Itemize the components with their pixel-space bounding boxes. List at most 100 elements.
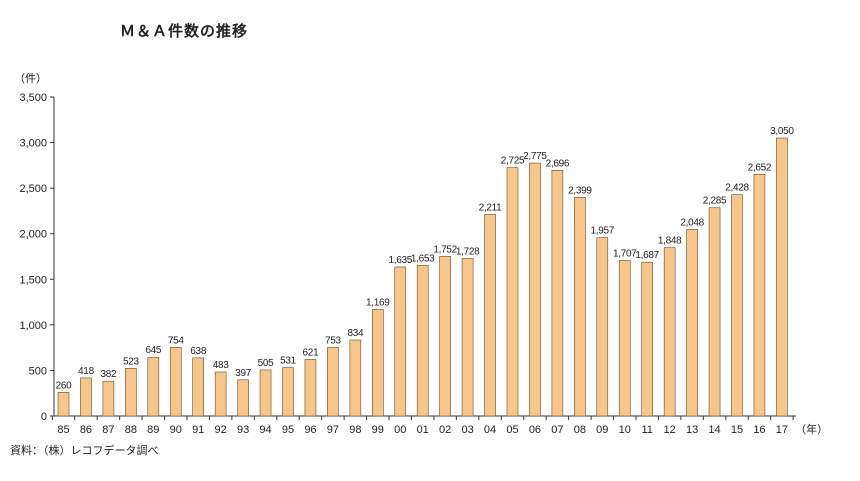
data-label-99: 1,169 bbox=[366, 297, 390, 308]
y-tick-label: 2,500 bbox=[19, 183, 47, 195]
data-label-97: 753 bbox=[325, 335, 342, 346]
x-tick-label-86: 86 bbox=[80, 424, 92, 436]
x-tick-label-91: 91 bbox=[192, 424, 204, 436]
data-label-12: 1,848 bbox=[658, 236, 682, 247]
data-label-93: 397 bbox=[235, 368, 252, 379]
data-label-02: 1,752 bbox=[433, 244, 457, 255]
data-label-96: 621 bbox=[303, 347, 320, 358]
bar-15 bbox=[731, 194, 743, 417]
y-tick-label: 500 bbox=[29, 365, 47, 377]
x-tick-label-85: 85 bbox=[57, 424, 69, 436]
data-label-09: 1,957 bbox=[591, 226, 615, 237]
x-tick-label-95: 95 bbox=[282, 424, 294, 436]
x-tick-label-04: 04 bbox=[484, 424, 496, 436]
bar-03 bbox=[461, 258, 474, 417]
data-label-14: 2,285 bbox=[703, 196, 727, 207]
bar-96 bbox=[304, 359, 317, 417]
data-label-89: 645 bbox=[145, 345, 162, 356]
y-axis-unit-label: （件） bbox=[14, 72, 47, 85]
bar-01 bbox=[416, 265, 429, 417]
x-tick-label-90: 90 bbox=[170, 424, 182, 436]
data-label-90: 754 bbox=[168, 335, 185, 346]
bar-08 bbox=[574, 197, 586, 417]
data-label-16: 2,652 bbox=[748, 162, 772, 173]
bar-14 bbox=[708, 207, 721, 417]
x-tick-label-06: 06 bbox=[529, 424, 541, 436]
x-tick-label-99: 99 bbox=[372, 424, 384, 436]
data-label-01: 1,653 bbox=[411, 253, 435, 264]
x-tick-label-88: 88 bbox=[125, 424, 137, 436]
x-tick-label-89: 89 bbox=[147, 424, 159, 436]
data-label-13: 2,048 bbox=[680, 217, 704, 228]
bar-05 bbox=[506, 167, 519, 417]
x-tick-label-02: 02 bbox=[439, 424, 451, 436]
data-label-05: 2,725 bbox=[501, 156, 525, 167]
bar-98 bbox=[349, 339, 362, 417]
bar-12 bbox=[663, 247, 676, 417]
data-label-86: 418 bbox=[78, 366, 95, 377]
y-tick-label: 1,000 bbox=[19, 320, 47, 332]
x-tick-label-11: 11 bbox=[641, 424, 652, 436]
data-label-15: 2,428 bbox=[725, 183, 749, 194]
x-tick-label-87: 87 bbox=[102, 424, 114, 436]
bar-89 bbox=[147, 356, 160, 417]
x-tick-label-12: 12 bbox=[664, 424, 676, 436]
bar-95 bbox=[282, 367, 294, 417]
x-tick-label-15: 15 bbox=[731, 424, 743, 436]
bar-97 bbox=[327, 347, 339, 417]
bar-10 bbox=[618, 260, 631, 417]
y-tick-label: 3,500 bbox=[19, 92, 47, 104]
bar-17 bbox=[776, 137, 788, 417]
bar-11 bbox=[641, 261, 654, 417]
data-label-11: 1,687 bbox=[635, 250, 659, 261]
y-tick-label: 3,000 bbox=[19, 138, 47, 150]
data-label-98: 834 bbox=[347, 328, 364, 339]
data-label-03: 1,728 bbox=[456, 247, 480, 258]
bar-88 bbox=[125, 368, 137, 417]
y-tick-label: 2,000 bbox=[19, 229, 47, 241]
bar-90 bbox=[169, 346, 182, 417]
data-label-85: 260 bbox=[56, 380, 73, 391]
data-label-17: 3,050 bbox=[770, 126, 794, 137]
data-label-08: 2,399 bbox=[568, 185, 592, 196]
data-label-00: 1,635 bbox=[388, 255, 412, 266]
bar-85 bbox=[57, 392, 70, 417]
data-label-07: 2,696 bbox=[546, 158, 570, 169]
bar-86 bbox=[80, 377, 92, 417]
bar-13 bbox=[686, 229, 698, 417]
data-label-94: 505 bbox=[258, 358, 275, 369]
x-axis-unit-label: （年） bbox=[795, 422, 828, 436]
bar-07 bbox=[551, 169, 564, 417]
x-tick-label-07: 07 bbox=[551, 424, 563, 436]
bar-09 bbox=[596, 237, 609, 417]
bar-16 bbox=[753, 173, 766, 417]
x-tick-label-94: 94 bbox=[259, 424, 271, 436]
data-label-91: 638 bbox=[190, 346, 207, 357]
x-tick-label-00: 00 bbox=[394, 424, 406, 436]
bar-99 bbox=[371, 309, 384, 417]
x-tick-label-05: 05 bbox=[506, 424, 518, 436]
chart-title: Ｍ＆Ａ件数の推移 bbox=[120, 22, 249, 40]
data-label-92: 483 bbox=[213, 360, 230, 371]
data-label-10: 1,707 bbox=[613, 248, 637, 259]
bar-93 bbox=[237, 379, 249, 417]
y-tick-label: 1,500 bbox=[19, 274, 47, 286]
x-tick-label-96: 96 bbox=[304, 424, 316, 436]
x-tick-label-98: 98 bbox=[349, 424, 361, 436]
bar-06 bbox=[529, 162, 541, 417]
x-tick-label-14: 14 bbox=[708, 424, 720, 436]
x-tick-label-92: 92 bbox=[215, 424, 227, 436]
data-label-06: 2,775 bbox=[523, 151, 547, 162]
bar-00 bbox=[394, 266, 407, 417]
x-tick-label-10: 10 bbox=[619, 424, 631, 436]
bar-91 bbox=[192, 357, 204, 417]
bar-02 bbox=[439, 256, 451, 417]
x-tick-label-93: 93 bbox=[237, 424, 249, 436]
x-tick-label-01: 01 bbox=[417, 424, 429, 436]
x-tick-label-97: 97 bbox=[327, 424, 339, 436]
data-label-04: 2,211 bbox=[479, 202, 503, 213]
bar-92 bbox=[214, 371, 227, 417]
bar-04 bbox=[484, 214, 496, 417]
y-tick-label: 0 bbox=[41, 411, 47, 423]
